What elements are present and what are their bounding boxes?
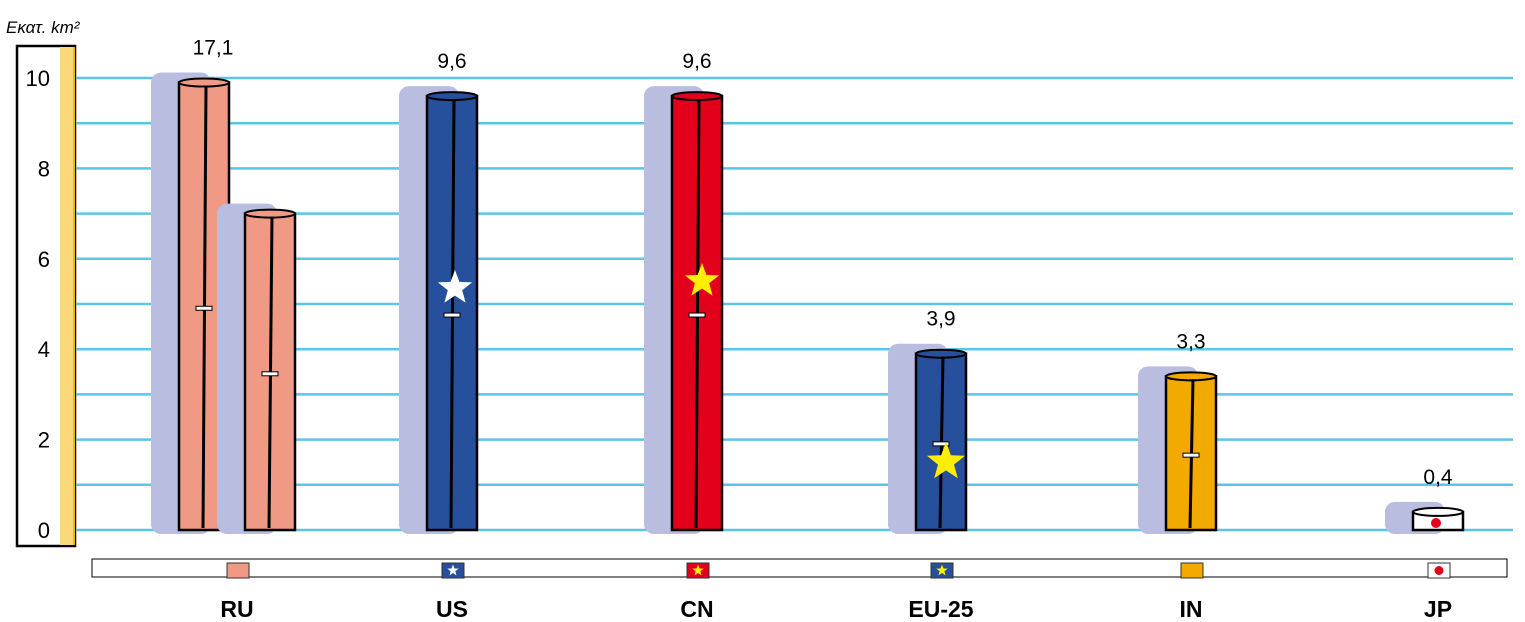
star-emblem — [684, 263, 720, 296]
flag-china — [686, 562, 710, 579]
category-labels: RU US CN EU-25 IN JP — [220, 596, 1452, 622]
y-tick-label: 6 — [38, 247, 50, 272]
value-label: 0,4 — [1423, 466, 1453, 489]
bar-tab — [688, 312, 706, 318]
legend-flags — [226, 562, 1451, 579]
value-label: 17,1 — [193, 37, 234, 60]
sun-emblem — [1431, 518, 1441, 528]
value-label: 3,9 — [926, 308, 955, 331]
category-label: RU — [220, 596, 253, 622]
flag-box — [1180, 562, 1204, 579]
category-label: CN — [680, 596, 713, 622]
y-axis-band-edge — [73, 47, 75, 545]
flag-dot — [1434, 566, 1444, 575]
value-label: 3,3 — [1176, 330, 1205, 353]
value-label: 9,6 — [682, 50, 711, 73]
y-tick-label: 0 — [38, 518, 50, 543]
bar-top — [671, 91, 723, 102]
flag-eu — [930, 562, 954, 579]
bar-tab — [1182, 452, 1200, 458]
flag-star — [692, 564, 704, 576]
bar-tab — [443, 312, 461, 318]
flag-russia — [226, 562, 250, 579]
y-tick-label: 2 — [38, 428, 50, 453]
star-emblem — [437, 270, 473, 303]
y-tick-label: 8 — [38, 156, 50, 181]
bar-top — [915, 348, 967, 359]
bar — [1385, 501, 1465, 534]
value-label: 9,6 — [437, 50, 466, 73]
y-axis-ticks: 0 2 4 6 8 10 — [26, 66, 50, 543]
legend-strip — [91, 558, 1508, 578]
flag-usa — [441, 562, 465, 579]
bar-top — [426, 91, 478, 102]
bar-top — [178, 77, 230, 88]
flag-japan — [1427, 562, 1451, 579]
flag-star — [936, 564, 948, 576]
bar — [888, 343, 968, 534]
category-label: EU-25 — [908, 596, 973, 622]
bar — [1138, 366, 1218, 534]
flag-box — [226, 562, 250, 579]
bar-tab — [195, 305, 213, 311]
bar-top — [244, 208, 296, 219]
y-axis-label: Εκατ. km² — [6, 18, 81, 37]
bar-top — [1165, 371, 1217, 382]
category-label: JP — [1424, 596, 1452, 622]
bar-tab — [932, 441, 950, 447]
y-tick-label: 10 — [26, 66, 50, 91]
bar-top — [1412, 506, 1464, 517]
category-label: US — [436, 596, 468, 622]
bar — [217, 203, 297, 534]
star-emblem — [927, 442, 965, 479]
category-label: IN — [1180, 596, 1203, 622]
value-labels: 17,1 9,6 9,6 3,9 3,3 0,4 — [193, 37, 1453, 489]
flag-star — [447, 564, 459, 576]
bar-tab — [261, 371, 279, 377]
gridlines — [76, 76, 1513, 532]
y-tick-label: 4 — [38, 337, 50, 362]
bar — [399, 86, 479, 534]
flag-india — [1180, 562, 1204, 579]
y-axis-band — [60, 47, 74, 545]
bar — [151, 72, 231, 535]
bar — [644, 86, 724, 534]
bars — [151, 72, 1465, 535]
